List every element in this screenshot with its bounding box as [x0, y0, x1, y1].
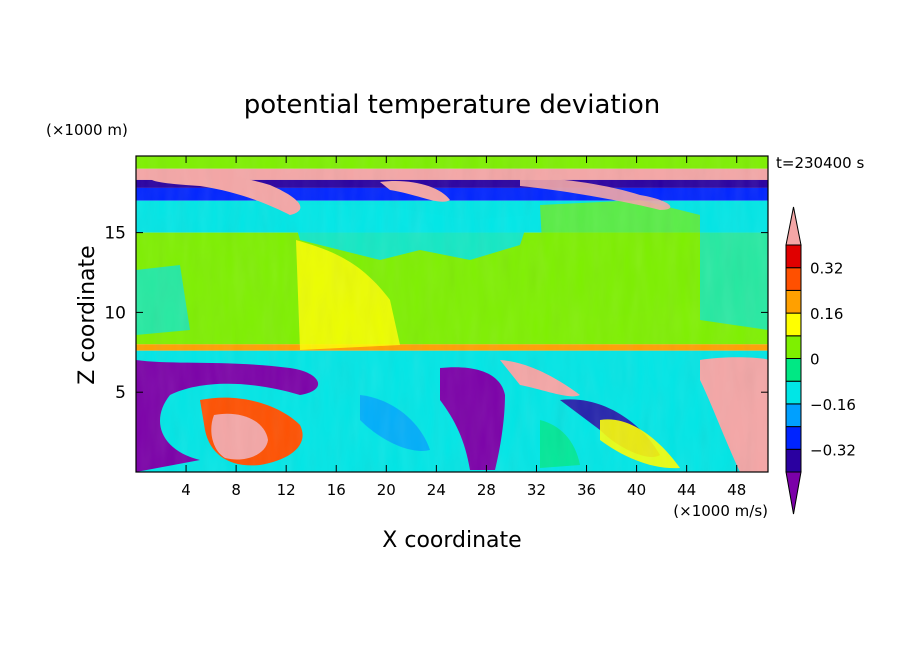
plot-frame: [135, 155, 769, 473]
texture-noise: [136, 156, 768, 472]
colorbar-swatch: [785, 403, 802, 428]
colorbar-swatch: [785, 426, 802, 450]
x-ticks: 4 8 12 16 20 24 28 32 36 40 44 48: [181, 156, 746, 499]
colorbar-swatch: [785, 448, 802, 473]
colorbar-extend-high: [785, 206, 802, 246]
x-tick-label: 12: [277, 481, 296, 499]
y-tick-label: 5: [115, 383, 126, 403]
colorbar-swatch: [785, 267, 802, 291]
colorbar-tick-label: 0.32: [810, 260, 843, 278]
y-axis-title: Z coordinate: [75, 245, 100, 384]
colorbar-swatch: [785, 335, 802, 359]
field-texture: [136, 156, 768, 472]
x-tick-label: 20: [377, 481, 396, 499]
colorbar-swatch: [785, 289, 802, 314]
colorbar-swatch: [785, 358, 802, 382]
x-tick-label: 24: [427, 481, 446, 499]
y-tick-label: 10: [104, 303, 126, 323]
x-tick-label: 4: [181, 481, 191, 499]
y-tick-label: 15: [104, 224, 126, 244]
time-label: t=230400 s: [776, 154, 864, 172]
x-tick-label: 48: [727, 481, 746, 499]
x-tick-label: 44: [677, 481, 696, 499]
x-axis-title: X coordinate: [382, 528, 521, 553]
x-tick-label: 8: [231, 481, 241, 499]
colorbar: 0.32 0.16 0 −0.16 −0.32: [785, 206, 856, 515]
chart-title: potential temperature deviation: [244, 90, 660, 120]
colorbar-swatch: [785, 380, 802, 405]
colorbar-tick-label: −0.16: [810, 396, 856, 414]
x-tick-label: 32: [527, 481, 546, 499]
x-tick-label: 28: [477, 481, 496, 499]
y-ticks: 5 10 15: [104, 224, 768, 403]
colorbar-tick-label: 0: [810, 351, 820, 369]
x-tick-label: 36: [577, 481, 596, 499]
colorbar-tick-label: −0.32: [810, 441, 856, 459]
y-unit-label: (×1000 m): [46, 121, 128, 139]
colorbar-swatch: [785, 244, 802, 269]
x-tick-label: 16: [327, 481, 346, 499]
x-unit-label: (×1000 m/s): [673, 502, 768, 520]
heatmap-field: [136, 156, 768, 472]
colorbar-tick-label: 0.16: [810, 305, 843, 323]
colorbar-swatch: [785, 312, 802, 337]
colorbar-extend-low: [785, 471, 802, 515]
x-tick-label: 40: [627, 481, 646, 499]
